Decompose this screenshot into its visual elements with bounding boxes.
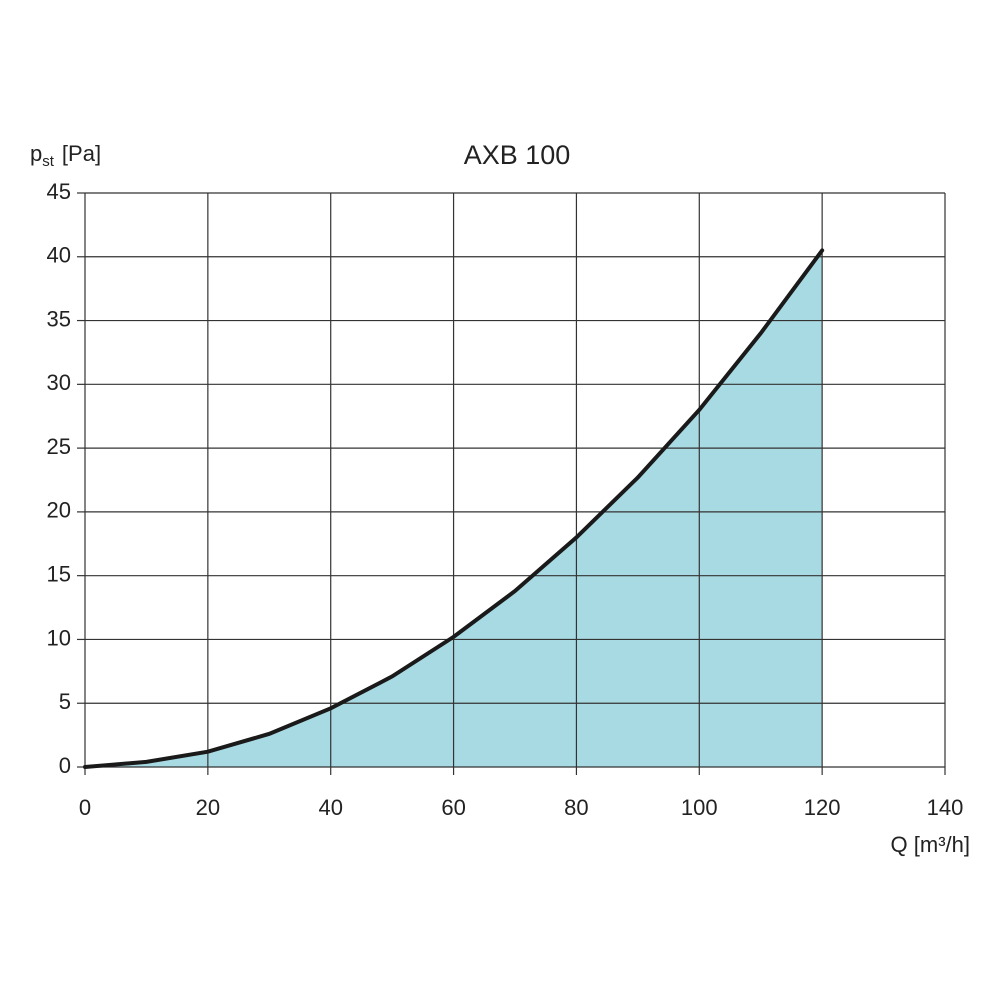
- y-axis-label: pst [Pa]: [30, 141, 101, 170]
- y-tick-label: 0: [59, 753, 71, 778]
- x-tick-label: 20: [196, 795, 220, 820]
- x-tick-label: 60: [441, 795, 465, 820]
- x-tick-label: 80: [564, 795, 588, 820]
- y-tick-label: 20: [47, 498, 71, 523]
- y-tick-label: 15: [47, 561, 71, 586]
- y-tick-label: 25: [47, 434, 71, 459]
- x-axis-label: Q [m³/h]: [891, 832, 970, 857]
- x-tick-label: 100: [681, 795, 718, 820]
- y-tick-label: 40: [47, 243, 71, 268]
- y-label-unit: [Pa]: [62, 141, 101, 166]
- y-tick-label: 10: [47, 625, 71, 650]
- x-tick-label: 0: [79, 795, 91, 820]
- x-tick-label: 120: [804, 795, 841, 820]
- x-tick-label: 40: [318, 795, 342, 820]
- chart-title: AXB 100: [464, 140, 571, 170]
- y-label-symbol: p: [30, 141, 42, 166]
- x-tick-label: 140: [927, 795, 964, 820]
- y-tick-label: 35: [47, 306, 71, 331]
- y-tick-label: 5: [59, 689, 71, 714]
- y-tick-label: 30: [47, 370, 71, 395]
- area-fill: [85, 250, 823, 767]
- y-label-subscript: st: [42, 153, 55, 170]
- curve-line: [83, 248, 825, 769]
- y-tick-label: 45: [47, 179, 71, 204]
